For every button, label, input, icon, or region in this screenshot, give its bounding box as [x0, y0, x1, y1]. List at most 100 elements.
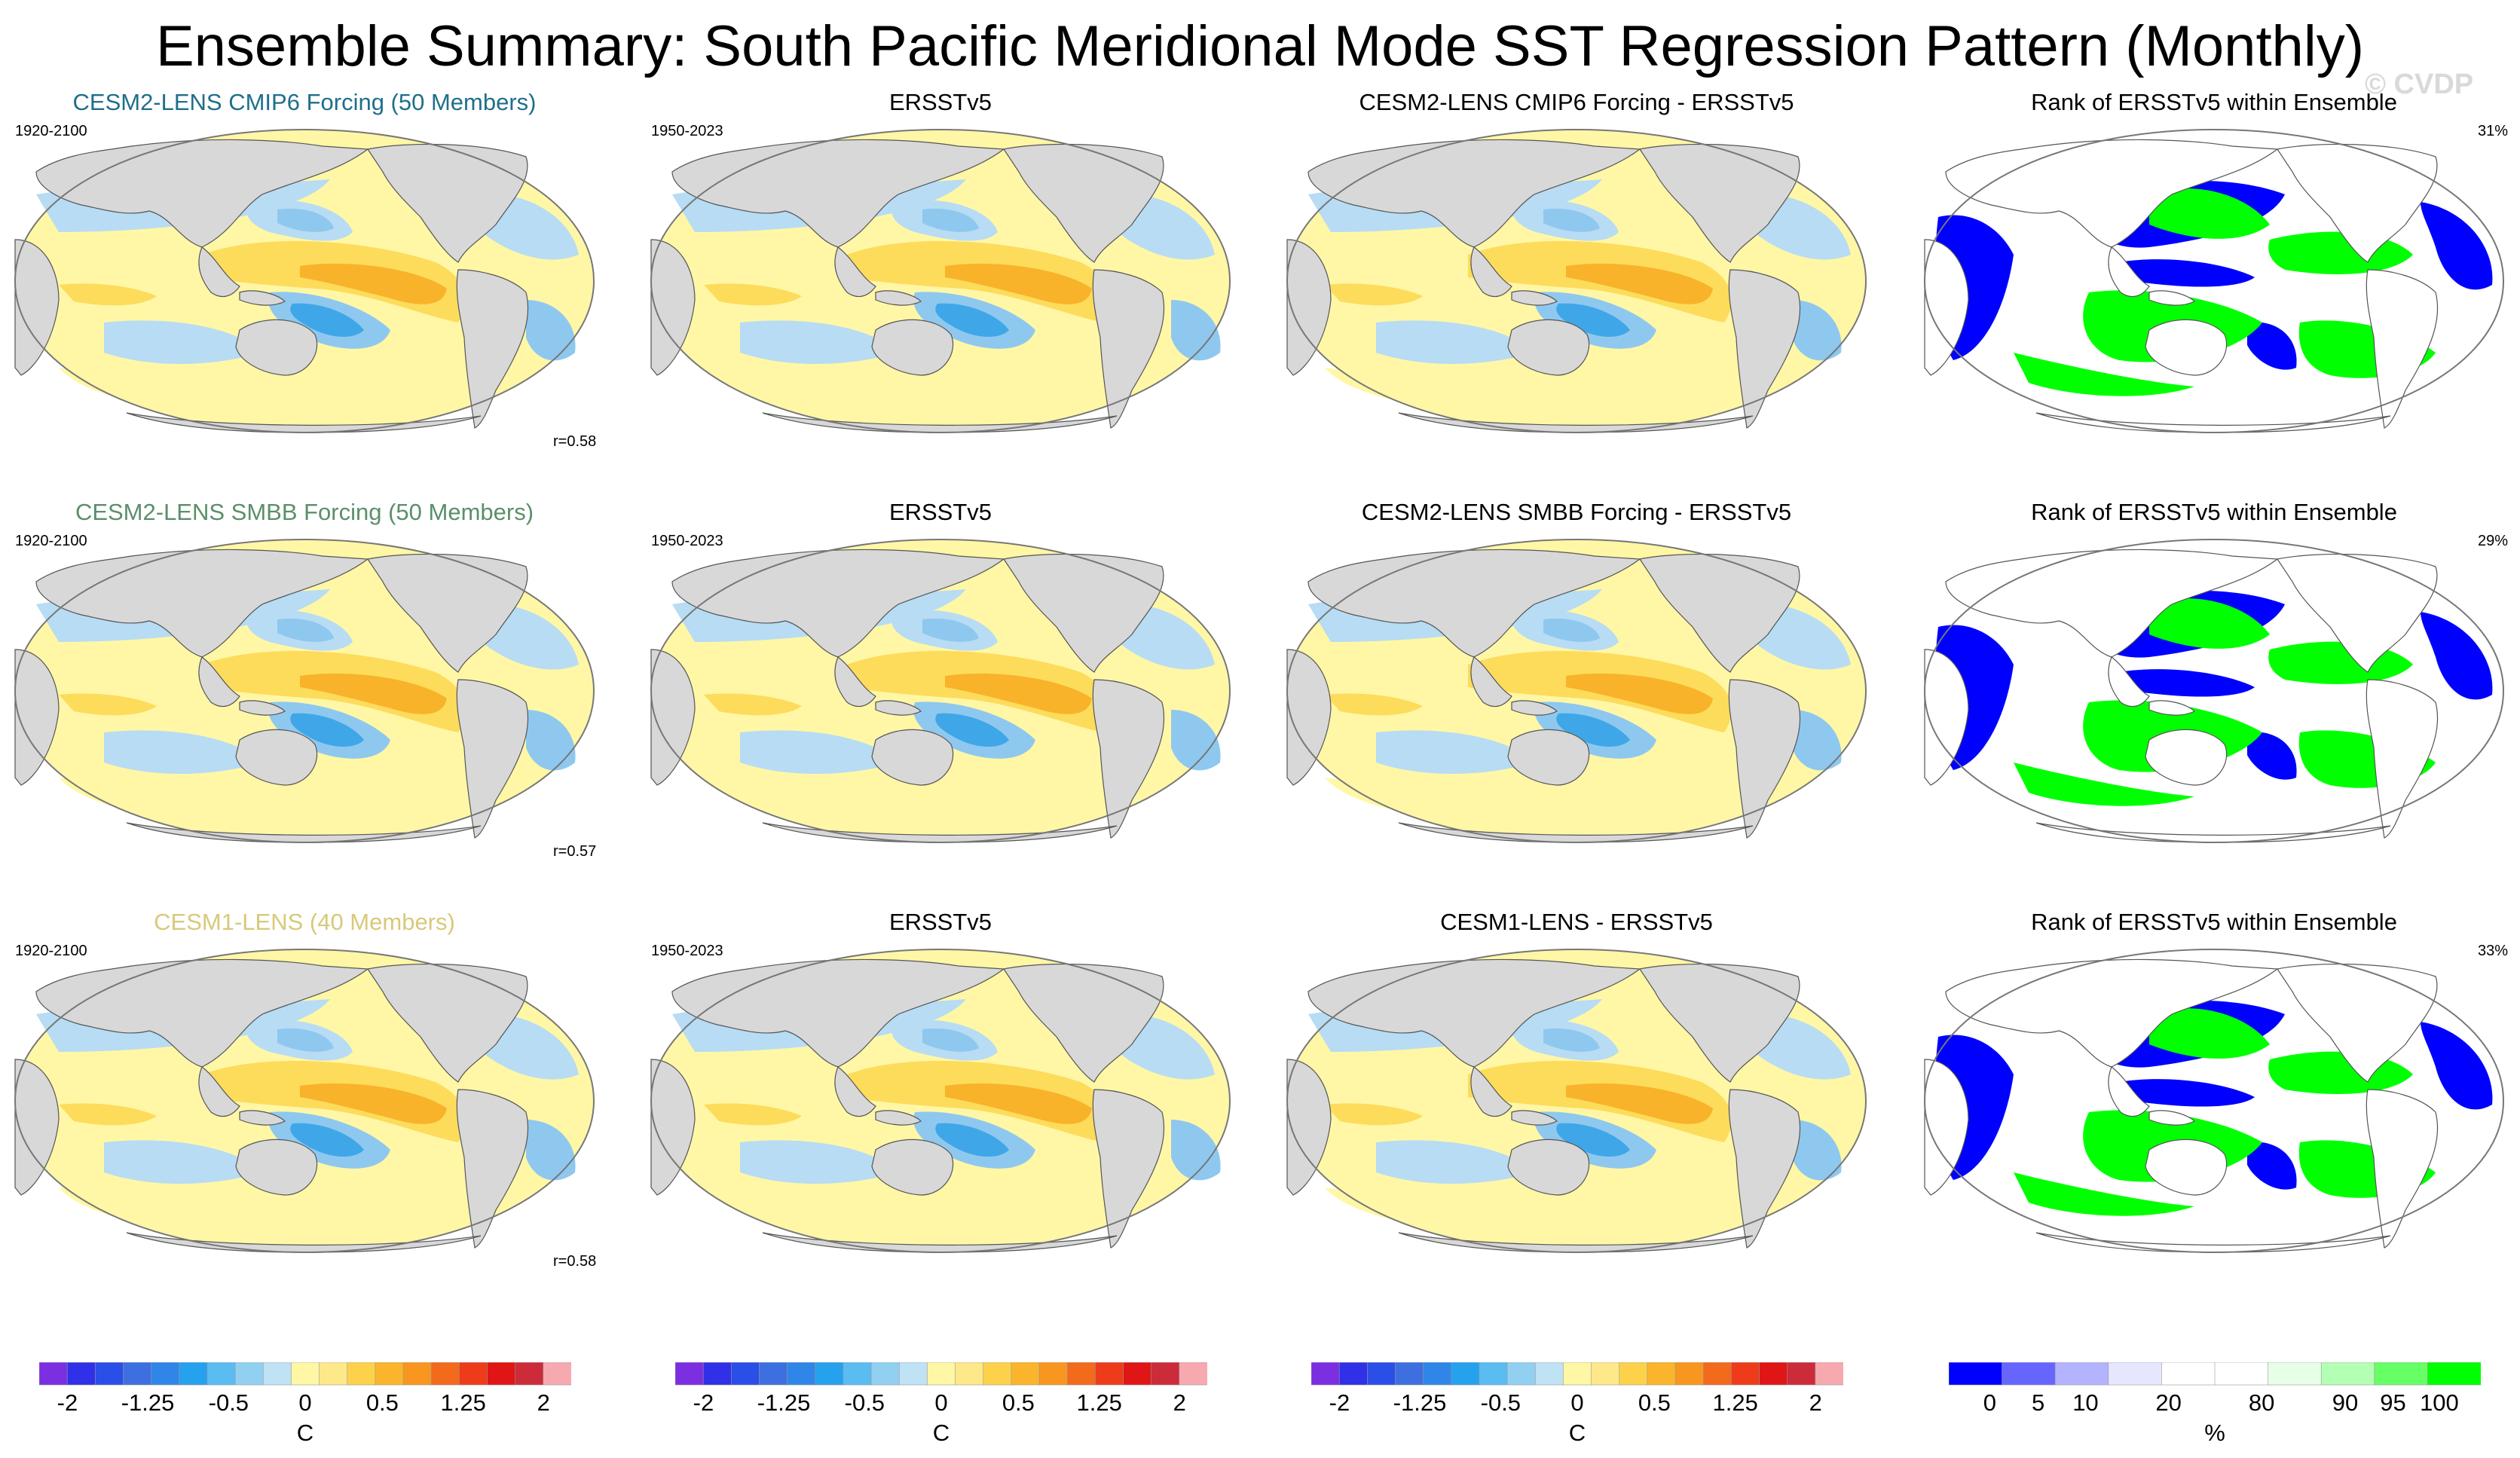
- land-mass: [1924, 1059, 1969, 1196]
- sst-anomaly-region: [277, 208, 334, 232]
- obs-map-panel: [650, 948, 1231, 1254]
- map-outline: [650, 538, 1231, 844]
- land-mass: [1924, 649, 1969, 786]
- land-mass: [1728, 679, 1801, 839]
- diff-map-panel: [1286, 128, 1867, 434]
- colorbar-swatch: [2002, 1362, 2056, 1386]
- sst-anomaly-region: [945, 263, 1092, 304]
- land-mass: [367, 143, 528, 263]
- colorbar-tick-label: 5: [2032, 1389, 2044, 1416]
- land-mass: [1728, 1089, 1801, 1249]
- sst-anomaly-region: [104, 730, 262, 774]
- land-mass: [834, 1066, 876, 1117]
- rank-map-panel: [1923, 538, 2505, 844]
- colorbar-swatch: [319, 1362, 348, 1386]
- sst-anomaly-region: [277, 1028, 334, 1052]
- sst-anomaly-region: [1325, 1103, 1423, 1126]
- colorbar-swatch: [402, 1362, 433, 1386]
- colorbar-tick-label: 2: [1809, 1389, 1822, 1416]
- colorbar-swatch: [262, 1362, 292, 1386]
- land-mass: [762, 1232, 1118, 1253]
- land-mass: [2148, 700, 2196, 716]
- colorbar-swatch: [1451, 1362, 1480, 1386]
- model-period-label: 1920-2100: [15, 943, 87, 959]
- land-mass: [1286, 1059, 1332, 1196]
- obs-map-panel: [650, 538, 1231, 844]
- colorbar-swatch: [2427, 1362, 2481, 1386]
- sst-anomaly-region: [59, 1187, 497, 1234]
- colorbar-swatch: [1619, 1362, 1648, 1386]
- sst-anomaly-region: [1376, 730, 1534, 774]
- colorbar-unit-label: C: [297, 1420, 313, 1446]
- colorbar-swatch: [1095, 1362, 1124, 1386]
- colorbar-tick-label: 0: [1570, 1389, 1583, 1416]
- land-mass: [2145, 319, 2228, 376]
- rank-region: [2247, 1142, 2297, 1190]
- colorbar-tick-label: 0: [298, 1389, 311, 1416]
- colorbar-tick-label: 95: [2380, 1389, 2405, 1416]
- rank-colorbar: 0 5 10 20 80 90 95 100%: [1949, 1362, 2481, 1446]
- diff-panel-title: CESM2-LENS SMBB Forcing - ERSSTv5: [1361, 499, 1792, 525]
- sst-anomaly-region: [59, 283, 157, 306]
- colorbar-swatch: [1367, 1362, 1396, 1386]
- sst-anomaly-region: [704, 368, 1142, 414]
- sst-anomaly-region: [59, 778, 497, 824]
- land-mass: [14, 1059, 60, 1196]
- sst-anomaly-region: [740, 320, 898, 364]
- colorbar-swatch: [815, 1362, 844, 1386]
- sst-anomaly-region: [945, 1083, 1092, 1124]
- sst-anomaly-region: [945, 673, 1092, 714]
- obs-panel-title: ERSSTv5: [888, 499, 992, 525]
- land-mass: [126, 412, 482, 433]
- land-mass: [198, 656, 240, 708]
- sst-anomaly-region: [1566, 673, 1713, 714]
- sst-anomaly-region: [59, 368, 497, 414]
- land-mass: [235, 319, 318, 376]
- colorbar-tick-label: 0.5: [1638, 1389, 1671, 1416]
- colorbar-swatch: [151, 1362, 180, 1386]
- colorbar-tick-label: 2: [537, 1389, 550, 1416]
- obs-map-panel: [650, 128, 1231, 434]
- land-mass: [1470, 246, 1512, 298]
- land-mass: [2277, 963, 2438, 1083]
- sst-anomaly-region: [1566, 263, 1713, 304]
- land-mass: [875, 1110, 922, 1126]
- colorbar-swatch: [2320, 1362, 2375, 1386]
- colorbar-unit-label: %: [2204, 1420, 2225, 1446]
- land-mass: [2277, 553, 2438, 673]
- colorbar-tick-label: 2: [1173, 1389, 1186, 1416]
- land-mass: [1639, 553, 1800, 673]
- sst-anomaly-region: [1376, 320, 1534, 364]
- land-mass: [762, 822, 1118, 843]
- land-mass: [456, 1089, 529, 1249]
- land-mass: [2035, 1232, 2391, 1253]
- colorbar-tick-label: -0.5: [209, 1389, 249, 1416]
- land-mass: [126, 1232, 482, 1253]
- sst-anomaly-region: [277, 618, 334, 642]
- rank-region: [2421, 202, 2493, 290]
- land-mass: [1470, 656, 1512, 708]
- map-outline: [1286, 948, 1867, 1254]
- land-mass: [1470, 1066, 1512, 1117]
- colorbar-tick-label: -0.5: [1481, 1389, 1521, 1416]
- land-mass: [198, 246, 240, 298]
- sst-colorbar: -2 -1.25 -0.5 0 0.5 1.25 2 C: [1311, 1362, 1843, 1446]
- diff-map-panel: [1286, 538, 1867, 844]
- land-mass: [2366, 679, 2439, 839]
- figure-title: Ensemble Summary: South Pacific Meridion…: [155, 14, 2365, 78]
- land-mass: [1511, 290, 1558, 306]
- colorbar-tick-label: 20: [2155, 1389, 2181, 1416]
- sst-anomaly-region: [300, 263, 447, 304]
- land-mass: [1092, 269, 1165, 429]
- map-outline: [1286, 538, 1867, 844]
- colorbar-swatch: [1787, 1362, 1816, 1386]
- colorbar-swatch: [1506, 1362, 1537, 1386]
- rank-region: [2247, 732, 2297, 780]
- sst-anomaly-region: [104, 320, 262, 364]
- colorbar-swatch: [1179, 1362, 1207, 1386]
- sst-anomaly-region: [300, 673, 447, 714]
- sst-anomaly-region: [59, 1103, 157, 1126]
- land-mass: [650, 649, 696, 786]
- land-mass: [2148, 290, 2196, 306]
- land-mass: [1092, 1089, 1165, 1249]
